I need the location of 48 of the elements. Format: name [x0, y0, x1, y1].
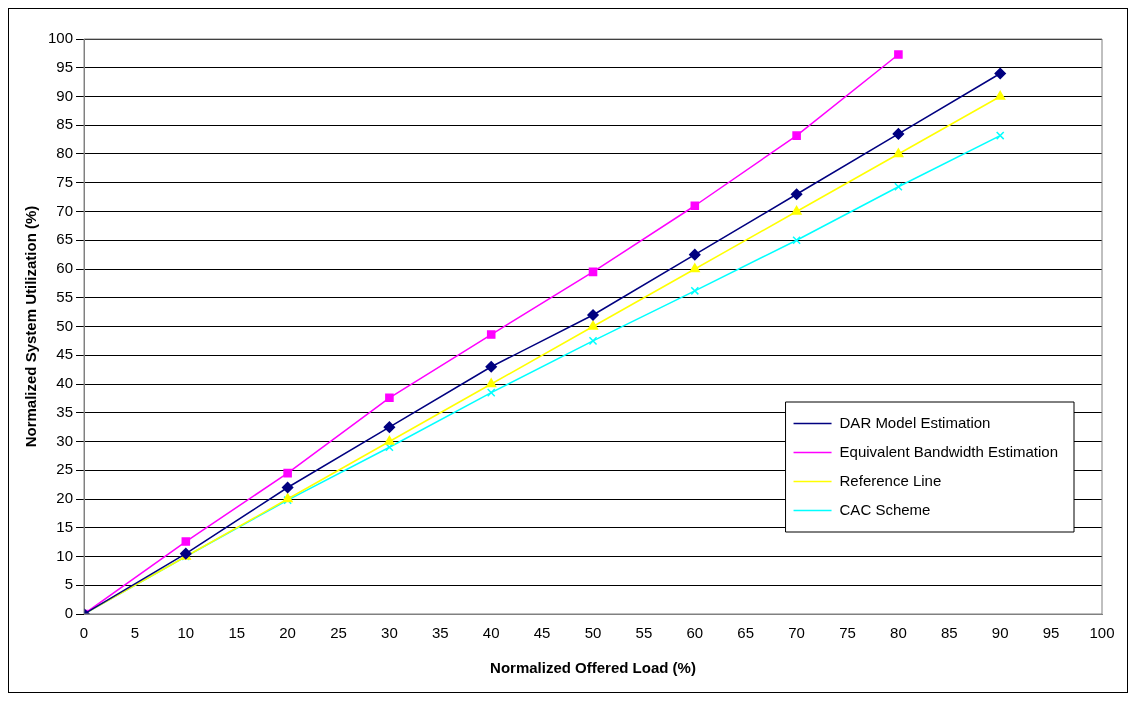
x-tick-label: 20 — [279, 624, 296, 642]
legend-label: CAC Scheme — [839, 500, 931, 518]
x-tick-label: 10 — [177, 624, 195, 642]
y-tick-label: 100 — [48, 29, 74, 47]
y-tick-label: 40 — [56, 374, 74, 392]
x-axis-title: Normalized Offered Load (%) — [490, 659, 696, 677]
y-tick-label: 15 — [56, 517, 74, 535]
y-tick-label: 20 — [56, 489, 74, 507]
y-tick-label: 85 — [56, 115, 74, 133]
y-tick-label: 65 — [56, 230, 74, 248]
x-tick-label: 60 — [686, 624, 704, 642]
y-axis-title: Normalized System Utilization (%) — [22, 205, 40, 448]
y-tick-label: 60 — [56, 259, 74, 277]
y-tick-label: 0 — [64, 604, 74, 622]
legend-label: Reference Line — [839, 471, 942, 489]
y-tick-label: 25 — [56, 460, 74, 478]
x-tick-label: 85 — [940, 624, 958, 642]
x-tick-label: 30 — [381, 624, 398, 642]
y-tick-label: 55 — [56, 287, 74, 305]
y-tick-label: 75 — [56, 172, 74, 190]
x-tick-label: 35 — [431, 624, 449, 642]
legend-label: DAR Model Estimation — [839, 413, 991, 431]
y-tick-label: 50 — [56, 316, 74, 334]
x-tick-label: 55 — [635, 624, 653, 642]
legend-label: Equivalent Bandwidth Estimation — [839, 442, 1059, 460]
x-tick-label: 70 — [788, 624, 805, 642]
x-tick-label: 15 — [228, 624, 246, 642]
x-tick-label: 50 — [584, 624, 602, 642]
y-tick-label: 45 — [56, 345, 74, 363]
x-tick-label: 40 — [482, 624, 500, 642]
x-tick-label: 45 — [533, 624, 551, 642]
x-tick-label: 0 — [79, 624, 89, 642]
y-tick-label: 35 — [56, 402, 74, 420]
y-tick-label: 95 — [56, 57, 74, 75]
x-tick-label: 90 — [991, 624, 1009, 642]
y-tick-label: 80 — [56, 144, 74, 162]
x-tick-label: 65 — [737, 624, 755, 642]
x-tick-label: 5 — [130, 624, 140, 642]
y-tick-label: 30 — [56, 431, 74, 449]
y-tick-label: 10 — [56, 546, 74, 564]
x-tick-label: 75 — [839, 624, 856, 642]
x-tick-label: 80 — [890, 624, 907, 642]
x-tick-label: 25 — [330, 624, 347, 642]
x-tick-label: 95 — [1042, 624, 1060, 642]
x-tick-label: 100 — [1089, 624, 1115, 642]
y-tick-label: 90 — [56, 86, 74, 104]
y-tick-label: 5 — [64, 575, 74, 593]
y-tick-label: 70 — [56, 201, 74, 219]
